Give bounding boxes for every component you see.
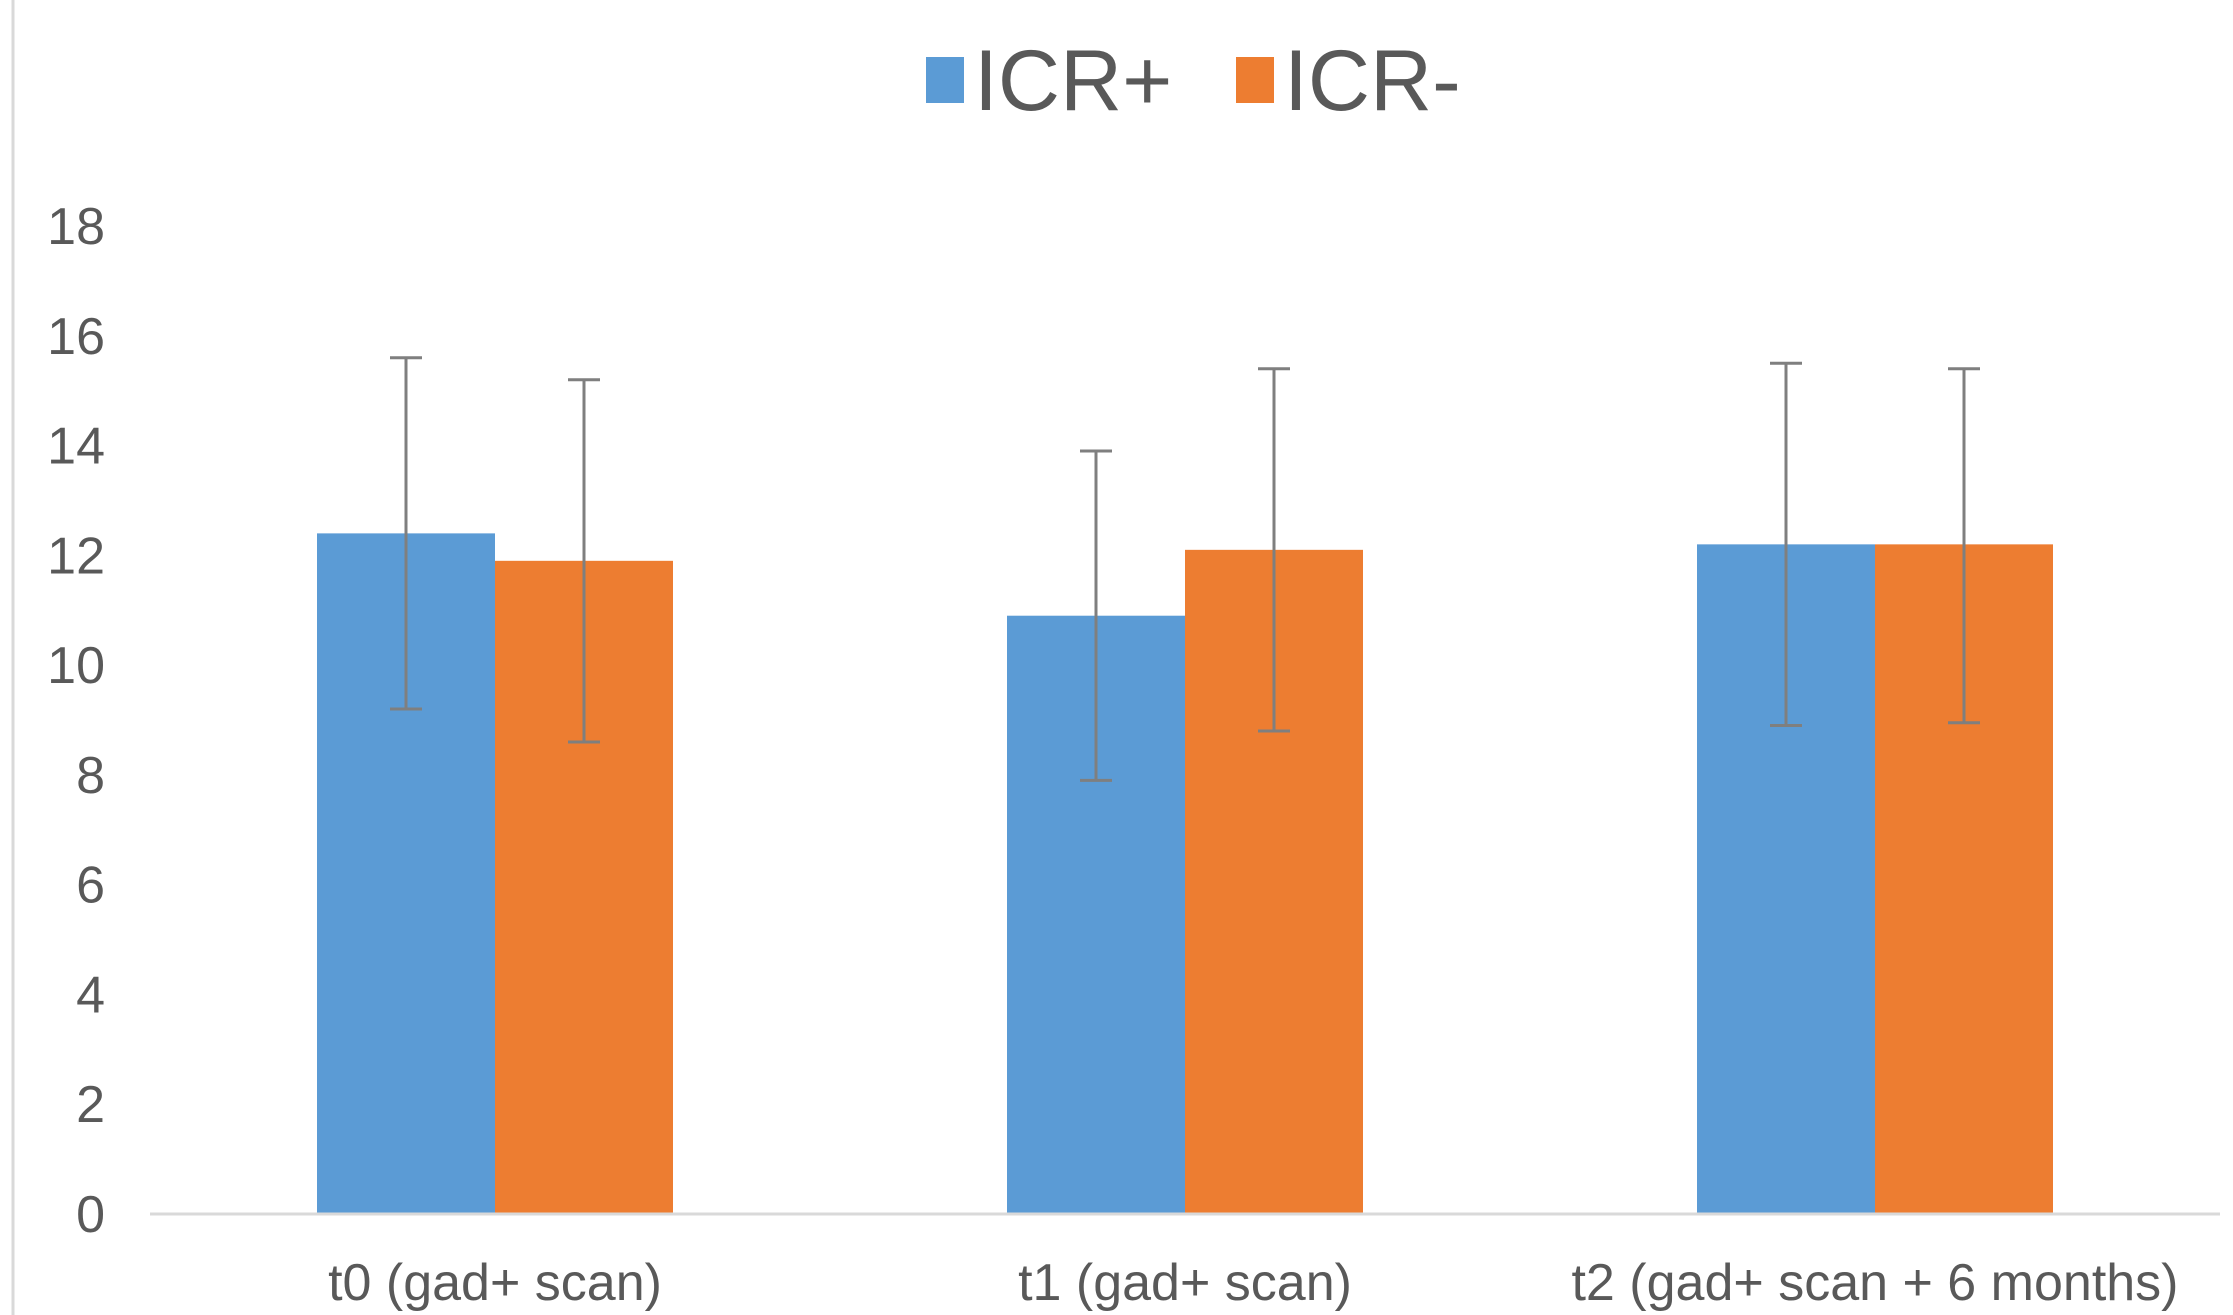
y-tick-label: 18	[47, 198, 105, 256]
x-category-label: t1 (gad+ scan)	[1018, 1254, 1352, 1312]
legend: ICR+ ICR-	[926, 33, 1461, 129]
y-axis-tick-labels: 0 2 4 6 8 10 12 14 16 18	[47, 198, 105, 1244]
y-tick-label: 10	[47, 637, 105, 695]
y-tick-label: 4	[76, 966, 105, 1024]
y-tick-label: 14	[47, 418, 105, 476]
legend-label-icr-minus: ICR-	[1284, 33, 1461, 129]
y-tick-label: 2	[76, 1076, 105, 1134]
y-tick-label: 6	[76, 857, 105, 915]
y-tick-label: 8	[76, 747, 105, 805]
x-category-label: t2 (gad+ scan + 6 months)	[1571, 1254, 2178, 1312]
bars	[317, 533, 2053, 1214]
legend-label-icr-plus: ICR+	[974, 33, 1172, 129]
x-category-label: t0 (gad+ scan)	[328, 1254, 662, 1312]
error-bars	[390, 356, 1980, 782]
y-tick-label: 12	[47, 527, 105, 585]
y-tick-label: 16	[47, 308, 105, 366]
legend-swatch-icr-minus	[1236, 57, 1274, 103]
legend-swatch-icr-plus	[926, 57, 964, 103]
y-tick-label: 0	[76, 1186, 105, 1244]
x-axis-category-labels: t0 (gad+ scan) t1 (gad+ scan) t2 (gad+ sca…	[328, 1254, 2178, 1312]
